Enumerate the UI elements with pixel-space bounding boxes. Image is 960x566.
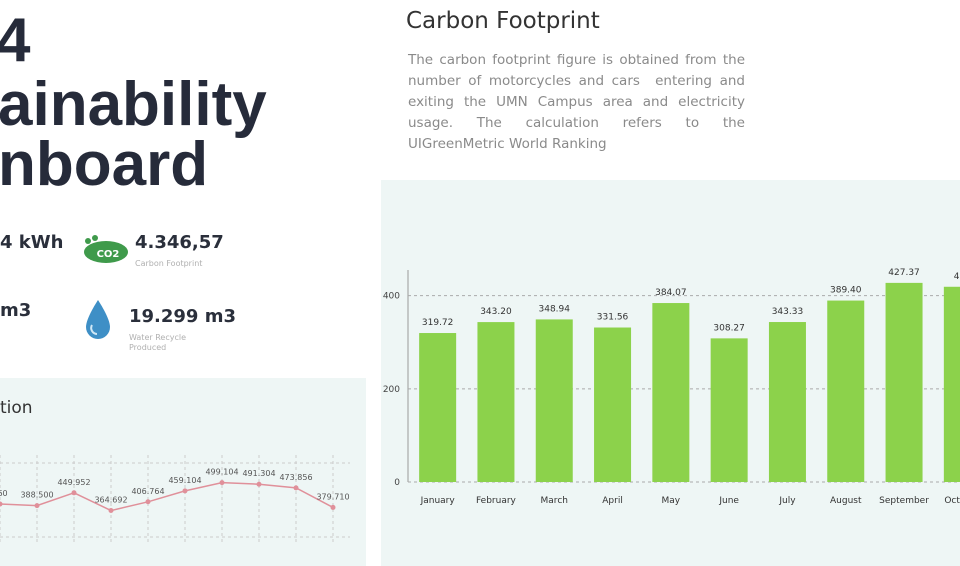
point [182, 488, 188, 494]
value-label: 499.104 [205, 468, 238, 477]
point [34, 503, 40, 509]
value-label: 308.27 [713, 323, 745, 333]
stat-value: m3 [0, 300, 32, 321]
value-label: 419 [954, 272, 960, 282]
toe [92, 235, 98, 241]
description-line: number of motorcycles and cars entering … [408, 73, 745, 89]
description-line: The carbon footprint figure is obtained … [408, 52, 745, 68]
point [256, 481, 262, 487]
point [0, 501, 3, 507]
x-tick-label: April [602, 496, 623, 506]
y-tick-label: 400 [383, 292, 400, 302]
x-tick-label: January [420, 496, 456, 506]
x-tick-label: October [944, 496, 960, 506]
x-tick-label: May [662, 496, 681, 506]
line [0, 481, 334, 512]
line-panel [0, 378, 366, 566]
value-label: 348.94 [539, 304, 571, 314]
value-label: 343.33 [772, 307, 804, 317]
co2-text: CO2 [97, 249, 120, 260]
water-icon [86, 300, 110, 339]
section-description: The carbon footprint figure is obtained … [408, 50, 745, 155]
heading-line: nboard [0, 130, 209, 199]
x-tick-label: July [778, 496, 796, 506]
value-label: 343.20 [480, 307, 512, 317]
value-label: 459.104 [168, 476, 201, 485]
point [71, 490, 77, 496]
y-tick-label: 0 [394, 478, 400, 488]
heading-line: ainability [0, 70, 267, 139]
footprint-shape [84, 241, 128, 263]
bar [710, 338, 748, 482]
bar [827, 300, 865, 482]
x-tick-label: March [541, 496, 568, 506]
stat-value: 4 kWh [0, 232, 64, 253]
stat-label: Carbon Footprint [135, 259, 203, 268]
co2-icon: CO2 [84, 235, 128, 263]
bar [943, 286, 960, 482]
section-title: Carbon Footprint [406, 8, 600, 34]
bar [768, 322, 806, 482]
value-label: 860 [0, 489, 8, 498]
stat-value: 19.299 m3 [129, 306, 237, 327]
y-tick-label: 200 [383, 385, 400, 395]
bar [477, 322, 515, 482]
value-label: 388.500 [20, 491, 53, 500]
bar [419, 333, 457, 482]
x-tick-label: August [830, 496, 862, 506]
point [293, 485, 299, 491]
point [219, 480, 225, 486]
bar [885, 282, 923, 482]
stat-label: Water Recycle Produced [129, 333, 186, 352]
value-label: 491.304 [242, 469, 275, 478]
value-label: 389.40 [830, 286, 862, 296]
value-label: 384.07 [655, 288, 687, 298]
description-line: exiting the UMN Campus area and electric… [408, 94, 745, 110]
value-label: 427.37 [888, 268, 920, 278]
line-chart-title: tion [0, 398, 33, 418]
drop-shine [90, 324, 98, 335]
heading-line: 4 [0, 6, 31, 75]
description-line: usage. The calculation refers to the [408, 115, 745, 131]
value-label: 406.764 [131, 487, 164, 496]
value-label: 319.72 [422, 318, 454, 328]
bar [594, 327, 632, 482]
toe [85, 238, 91, 244]
stat-value: 4.346,57 [135, 232, 224, 253]
value-label: 473.856 [279, 473, 312, 482]
value-label: 331.56 [597, 313, 629, 323]
bar [535, 319, 573, 482]
value-label: 364.692 [94, 496, 127, 505]
description-line: UIGreenMetric World Ranking [408, 136, 607, 152]
x-tick-label: June [718, 496, 739, 506]
point [145, 499, 151, 505]
x-tick-label: February [476, 496, 517, 506]
point [330, 504, 336, 510]
x-tick-label: September [879, 496, 929, 506]
value-label: 379.710 [316, 492, 349, 501]
bar [652, 303, 690, 482]
value-label: 449.952 [57, 478, 90, 487]
point [108, 508, 114, 514]
line-chart: 860 388.500 449.952 364.692 406.764 459.104 49… [0, 455, 350, 545]
